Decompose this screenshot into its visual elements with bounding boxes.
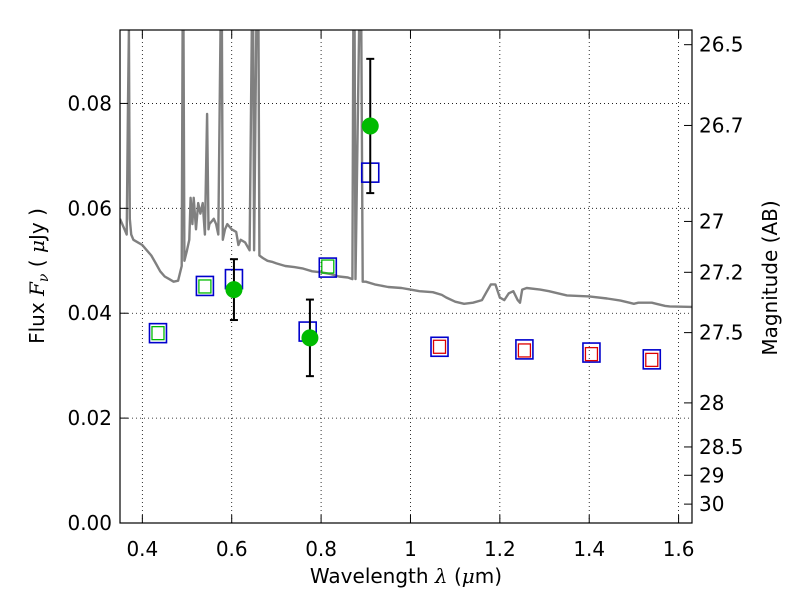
template-photometry-point	[432, 339, 447, 354]
model-photometry-point	[582, 342, 601, 363]
model-photometry-point	[195, 275, 215, 297]
y2-tick-labels: 26.5 26.7 27 27.2 27.5 28 28.5 29 30	[699, 33, 744, 516]
grid-lines	[120, 30, 692, 523]
y-axis-label-symbol: F	[25, 281, 49, 297]
y-axis-unit-close: Jy )	[25, 208, 49, 242]
template-photometry-point	[321, 259, 335, 274]
observed-flux-point	[361, 117, 379, 135]
y2-tick-label: 27.2	[699, 260, 744, 284]
y-axis-label-text: Flux	[25, 296, 49, 344]
x-axis-unit-close: m)	[475, 564, 502, 588]
marker-layer	[148, 57, 662, 378]
x-axis-unit-open: (	[448, 564, 462, 588]
y2-tick-label: 29	[699, 463, 724, 487]
x-tick-label: 0.6	[216, 537, 248, 561]
y2-axis-label: Magnitude (AB)	[758, 200, 782, 355]
x-axis-label-text: Wavelength	[310, 564, 435, 588]
y-axis-unit-open: (	[25, 253, 49, 274]
model-photometry-point	[515, 339, 534, 360]
x-tick-labels: 0.4 0.6 0.8 1 1.2 1.4 1.6	[126, 537, 694, 561]
y-tick-label: 0.04	[67, 301, 112, 325]
y2-tick-label: 27.5	[699, 321, 744, 345]
x-axis-unit-mu: μ	[462, 564, 475, 588]
model-photometry-point	[430, 336, 449, 358]
model-photometry-point	[318, 257, 338, 278]
y2-tick-label: 28.5	[699, 435, 744, 459]
x-tick-label: 1.2	[484, 537, 516, 561]
observed-flux-point	[301, 329, 319, 347]
spectrum-layer	[120, 30, 692, 309]
y2-tick-label: 30	[699, 492, 724, 516]
y-tick-label: 0.00	[67, 511, 112, 535]
x-tick-label: 1.6	[663, 537, 695, 561]
y-axis-label: Flux Fν ( μJy )	[25, 208, 52, 344]
plot-frame	[119, 29, 693, 524]
x-tick-label: 0.4	[126, 537, 158, 561]
y2-tick-label: 27	[699, 209, 724, 233]
x-tick-label: 0.8	[305, 537, 337, 561]
model-photometry-point	[642, 349, 662, 370]
y2-tick-label: 26.5	[699, 33, 744, 57]
x-axis-label: Wavelength λ (μm)	[310, 564, 502, 588]
observed-flux-point	[225, 281, 243, 299]
y-axis-label-subscript: ν	[36, 273, 52, 282]
y2-tick-label: 26.7	[699, 113, 744, 137]
spectrum-line	[120, 30, 692, 309]
x-tick-label: 1.4	[573, 537, 605, 561]
x-tick-label: 1	[404, 537, 417, 561]
template-photometry-point	[645, 352, 659, 368]
template-photometry-point	[584, 346, 599, 362]
y-axis-unit-mu: μ	[25, 240, 49, 253]
y-tick-label: 0.02	[67, 406, 112, 430]
y-tick-label: 0.08	[67, 91, 112, 115]
template-photometry-point	[151, 325, 165, 341]
template-photometry-point	[517, 343, 532, 358]
template-photometry-point	[198, 279, 212, 294]
y-tick-label: 0.06	[67, 196, 112, 220]
x-axis-label-symbol: λ	[434, 564, 448, 588]
y-tick-labels: 0.00 0.02 0.04 0.06 0.08	[67, 91, 112, 535]
model-photometry-point	[148, 322, 168, 344]
tick-marks	[120, 30, 692, 524]
y2-tick-label: 28	[699, 391, 724, 415]
